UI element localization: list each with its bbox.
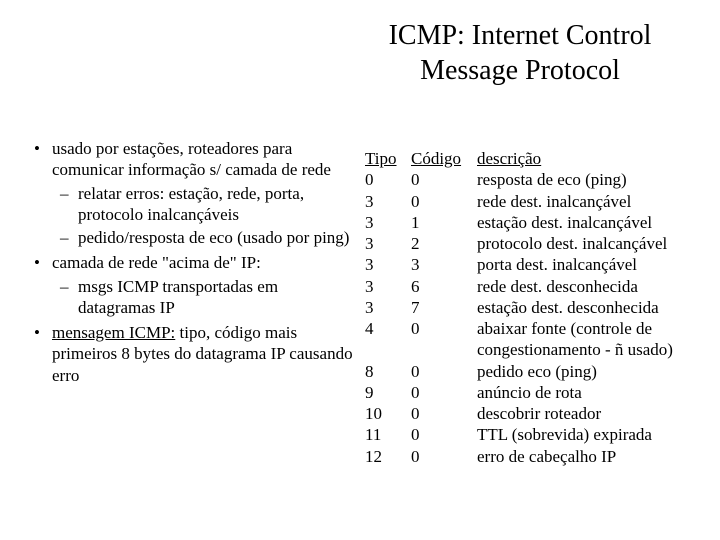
table-cell-tipo: 8 — [365, 361, 407, 382]
table-cell-codigo: 0 — [411, 191, 473, 212]
table-cell-codigo: 3 — [411, 254, 473, 275]
bullet-list: usado por estações, roteadores para comu… — [30, 138, 355, 386]
table-cell-codigo: 7 — [411, 297, 473, 318]
title-line-1: ICMP: Internet Control — [389, 20, 652, 51]
table-cell-desc: erro de cabeçalho IP — [477, 446, 690, 467]
table-cell-desc: estação dest. inalcançável — [477, 212, 690, 233]
table-cell-desc: resposta de eco (ping) — [477, 169, 690, 190]
sub-bullet-item: pedido/resposta de eco (usado por ping) — [52, 227, 355, 248]
slide-title: ICMP: Internet Control Message Protocol — [340, 18, 700, 88]
sub-bullet-list: msgs ICMP transportadas em datagramas IP — [52, 276, 355, 319]
table-cell-desc: descobrir roteador — [477, 403, 690, 424]
bullet-item: mensagem ICMP: tipo, código mais primeir… — [30, 322, 355, 386]
table-cell-tipo: 3 — [365, 276, 407, 297]
right-column: Tipo Código descrição 0 0 resposta de ec… — [355, 138, 690, 467]
left-column: usado por estações, roteadores para comu… — [30, 138, 355, 467]
table-cell-tipo: 3 — [365, 191, 407, 212]
bullet-text: usado por estações, roteadores para comu… — [52, 139, 331, 179]
table-cell-codigo: 6 — [411, 276, 473, 297]
table-cell-desc: abaixar fonte (controle de congestioname… — [477, 318, 690, 361]
content-area: usado por estações, roteadores para comu… — [30, 138, 690, 467]
table-cell-tipo: 3 — [365, 297, 407, 318]
table-cell-desc: porta dest. inalcançável — [477, 254, 690, 275]
table-cell-codigo: 0 — [411, 424, 473, 445]
slide: ICMP: Internet Control Message Protocol … — [0, 0, 720, 540]
table-cell-codigo: 0 — [411, 446, 473, 467]
icmp-table: Tipo Código descrição 0 0 resposta de ec… — [365, 148, 690, 467]
bullet-item: camada de rede "acima de" IP: msgs ICMP … — [30, 252, 355, 318]
sub-bullet-list: relatar erros: estação, rede, porta, pro… — [52, 183, 355, 249]
sub-bullet-item: relatar erros: estação, rede, porta, pro… — [52, 183, 355, 226]
table-cell-tipo: 0 — [365, 169, 407, 190]
table-cell-desc: rede dest. inalcançável — [477, 191, 690, 212]
sub-bullet-item: msgs ICMP transportadas em datagramas IP — [52, 276, 355, 319]
table-cell-codigo: 1 — [411, 212, 473, 233]
table-cell-codigo: 0 — [411, 169, 473, 190]
table-cell-codigo: 0 — [411, 361, 473, 382]
sub-bullet-text: pedido/resposta de eco (usado por ping) — [78, 228, 349, 247]
table-header-desc: descrição — [477, 148, 690, 169]
table-cell-desc: rede dest. desconhecida — [477, 276, 690, 297]
table-header-tipo: Tipo — [365, 148, 407, 169]
table-cell-tipo: 3 — [365, 233, 407, 254]
bullet-text-underlined: mensagem ICMP: — [52, 323, 175, 342]
table-cell-tipo: 10 — [365, 403, 407, 424]
table-cell-desc: TTL (sobrevida) expirada — [477, 424, 690, 445]
bullet-item: usado por estações, roteadores para comu… — [30, 138, 355, 248]
table-cell-codigo: 0 — [411, 318, 473, 361]
table-header-codigo: Código — [411, 148, 473, 169]
table-cell-desc: pedido eco (ping) — [477, 361, 690, 382]
title-line-2: Message Protocol — [420, 55, 620, 86]
bullet-text: camada de rede "acima de" IP: — [52, 253, 261, 272]
table-cell-tipo: 11 — [365, 424, 407, 445]
table-cell-tipo: 3 — [365, 254, 407, 275]
table-cell-codigo: 0 — [411, 403, 473, 424]
table-cell-tipo: 9 — [365, 382, 407, 403]
table-cell-desc: anúncio de rota — [477, 382, 690, 403]
sub-bullet-text: relatar erros: estação, rede, porta, pro… — [78, 184, 304, 224]
table-cell-codigo: 2 — [411, 233, 473, 254]
table-cell-desc: protocolo dest. inalcançável — [477, 233, 690, 254]
sub-bullet-text: msgs ICMP transportadas em datagramas IP — [78, 277, 278, 317]
table-cell-desc: estação dest. desconhecida — [477, 297, 690, 318]
table-cell-tipo: 4 — [365, 318, 407, 361]
table-cell-tipo: 12 — [365, 446, 407, 467]
table-cell-codigo: 0 — [411, 382, 473, 403]
table-cell-tipo: 3 — [365, 212, 407, 233]
